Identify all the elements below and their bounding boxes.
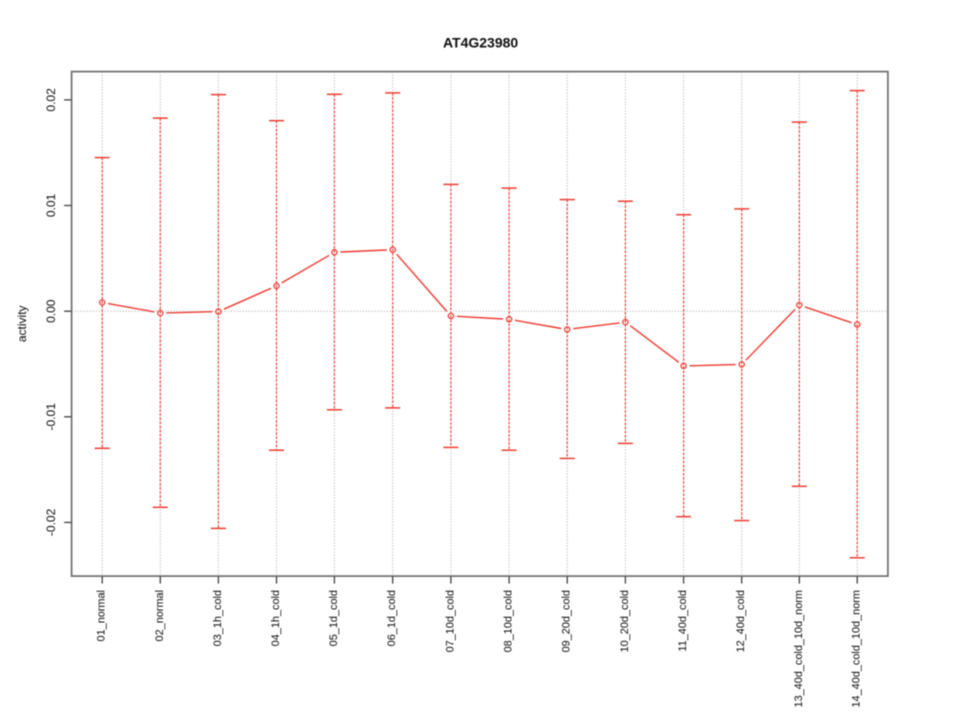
svg-text:14_40d_cold_10d_norm: 14_40d_cold_10d_norm — [851, 590, 863, 707]
svg-text:10_20d_cold: 10_20d_cold — [619, 590, 631, 652]
svg-text:07_10d_cold: 07_10d_cold — [444, 590, 456, 652]
svg-text:0.01: 0.01 — [44, 193, 58, 217]
svg-text:02_normal: 02_normal — [154, 590, 166, 641]
svg-text:03_1h_cold: 03_1h_cold — [212, 590, 224, 646]
svg-text:12_40d_cold: 12_40d_cold — [735, 590, 747, 652]
svg-text:01_normal: 01_normal — [96, 590, 108, 641]
svg-text:06_1d_cold: 06_1d_cold — [386, 590, 398, 646]
svg-text:0.00: 0.00 — [44, 299, 58, 323]
svg-text:11_40d_cold: 11_40d_cold — [677, 590, 689, 652]
svg-text:-0.01: -0.01 — [44, 403, 58, 431]
svg-text:13_40d_cold_10d_norm: 13_40d_cold_10d_norm — [793, 590, 805, 707]
svg-text:09_20d_cold: 09_20d_cold — [561, 590, 573, 652]
svg-text:08_10d_cold: 08_10d_cold — [503, 590, 515, 652]
svg-text:activity: activity — [15, 305, 29, 342]
svg-text:AT4G23980: AT4G23980 — [443, 35, 518, 51]
svg-text:05_1d_cold: 05_1d_cold — [328, 590, 340, 646]
svg-text:0.02: 0.02 — [44, 88, 58, 112]
svg-text:-0.02: -0.02 — [44, 508, 58, 536]
svg-text:04_1h_cold: 04_1h_cold — [270, 590, 282, 646]
